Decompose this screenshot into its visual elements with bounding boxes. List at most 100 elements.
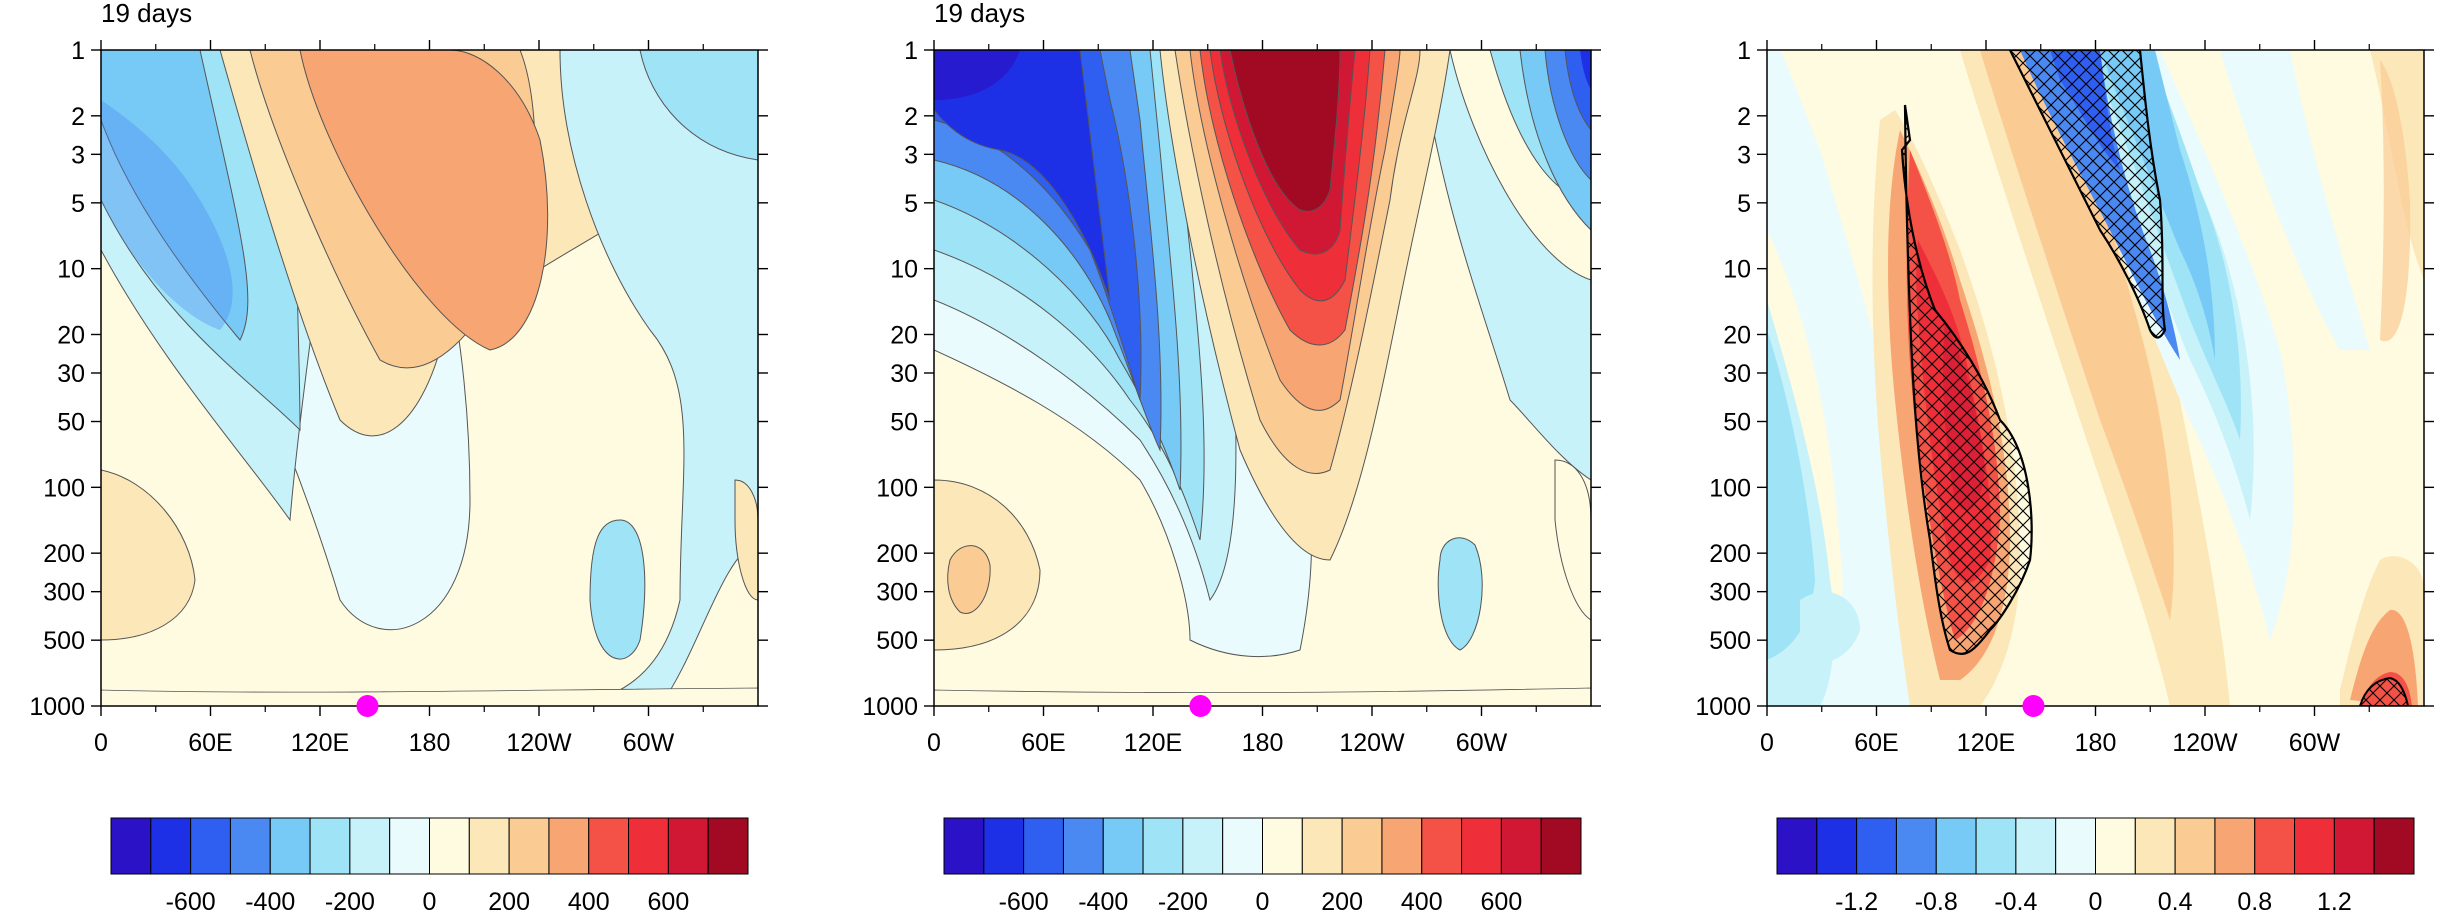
y-tick-label: 50 <box>57 409 85 437</box>
colorbar-swatch <box>1222 817 1263 875</box>
x-tick-label: 120E <box>1957 729 2015 757</box>
y-tick-label: 20 <box>890 321 918 349</box>
colorbar-label: 600 <box>648 888 690 916</box>
contour-field <box>101 50 758 706</box>
colorbar-swatch <box>667 817 709 875</box>
colorbar-swatch <box>508 817 550 875</box>
x-tick-label: 0 <box>1760 729 1774 757</box>
colorbar-label: -600 <box>999 888 1049 916</box>
colorbar-swatch <box>190 817 231 875</box>
x-tick-label: 60W <box>2289 729 2341 757</box>
y-tick-label: 10 <box>57 256 85 284</box>
y-axis: 1 2 3 5 10 20 30 50 100 200 300 500 1000 <box>862 37 1601 721</box>
colorbar-swatch <box>468 817 510 875</box>
colorbar-swatch <box>1816 817 1858 875</box>
y-tick-label: 2 <box>904 103 918 131</box>
y-tick-label: 30 <box>57 360 85 388</box>
colorbar-swatch <box>309 817 351 875</box>
x-tick-label: 60W <box>1456 729 1508 757</box>
colorbar-swatch <box>429 817 470 875</box>
panel-1: 19 days 1 2 3 5 10 20 30 50 100 200 300 500 1000 0 60… <box>29 0 768 916</box>
colorbar-swatch <box>110 817 152 875</box>
location-marker <box>1189 695 1212 717</box>
y-tick-label: 2 <box>1737 103 1751 131</box>
colorbar-label: -0.8 <box>1915 888 1958 916</box>
colorbar: -600 -400 -200 0 200 400 600 <box>110 817 749 916</box>
colorbar-label: 0 <box>423 888 437 916</box>
y-tick-label: 100 <box>43 474 85 502</box>
colorbar-label: -200 <box>325 888 375 916</box>
y-tick-label: 300 <box>876 579 918 607</box>
x-tick-label: 120E <box>291 729 349 757</box>
colorbar-swatch <box>2214 817 2256 875</box>
x-tick-label: 60E <box>188 729 232 757</box>
y-tick-label: 3 <box>71 141 85 169</box>
colorbar-swatch <box>2373 817 2415 875</box>
colorbar-label: 0 <box>1256 888 1270 916</box>
x-tick-label: 180 <box>2075 729 2117 757</box>
y-tick-label: 50 <box>1723 409 1751 437</box>
colorbar-label: 200 <box>1321 888 1363 916</box>
colorbar-swatch <box>1776 817 1818 875</box>
x-tick-label: 180 <box>409 729 451 757</box>
colorbar: -1.2 -0.8 -0.4 0 0.4 0.8 1.2 <box>1776 817 2415 916</box>
colorbar-swatch <box>1975 817 2017 875</box>
y-tick-label: 50 <box>890 409 918 437</box>
y-tick-label: 500 <box>43 627 85 655</box>
significance-hatch <box>1900 104 2033 655</box>
colorbar-swatch <box>2055 817 2096 875</box>
x-tick-label: 60E <box>1021 729 1065 757</box>
colorbar-label: -1.2 <box>1835 888 1878 916</box>
x-tick-label: 120W <box>506 729 572 757</box>
x-tick-label: 0 <box>94 729 108 757</box>
y-tick-label: 30 <box>890 360 918 388</box>
y-tick-label: 30 <box>1723 360 1751 388</box>
y-tick-label: 5 <box>1737 190 1751 218</box>
location-marker <box>2022 695 2045 717</box>
colorbar-swatch <box>983 817 1025 875</box>
y-axis: 1 2 3 5 10 20 30 50 100 200 300 500 1000 <box>1695 37 2434 721</box>
colorbar-label: 600 <box>1481 888 1523 916</box>
y-tick-label: 1000 <box>1695 693 1751 721</box>
x-axis: 0 60E 120E 180 120W 60W <box>927 40 1537 757</box>
y-tick-label: 5 <box>71 190 85 218</box>
x-tick-label: 60W <box>623 729 675 757</box>
panel-3: 1 2 3 5 10 20 30 50 100 200 300 500 1000 0 60E 120E 180… <box>1695 37 2434 916</box>
panel-2: 19 days <box>862 0 1601 916</box>
colorbar-swatch <box>1461 817 1502 875</box>
y-tick-label: 10 <box>1723 256 1751 284</box>
y-tick-label: 2 <box>71 103 85 131</box>
y-tick-label: 1000 <box>29 693 85 721</box>
colorbar-swatch <box>1895 817 1937 875</box>
y-tick-label: 200 <box>876 540 918 568</box>
colorbar-label: -0.4 <box>1994 888 2037 916</box>
colorbar-label: 0 <box>2089 888 2103 916</box>
colorbar-label: 1.2 <box>2317 888 2352 916</box>
y-tick-label: 300 <box>43 579 85 607</box>
colorbar-swatch <box>943 817 985 875</box>
colorbar-label: 0.4 <box>2158 888 2193 916</box>
colorbar-swatch <box>269 817 311 875</box>
colorbar-label: 400 <box>568 888 610 916</box>
x-tick-label: 120E <box>1124 729 1182 757</box>
y-tick-label: 200 <box>1709 540 1751 568</box>
y-tick-label: 3 <box>904 141 918 169</box>
y-tick-label: 1 <box>71 37 85 65</box>
panel-title: 19 days <box>101 0 192 28</box>
colorbar-swatch <box>548 817 590 875</box>
colorbar-swatch <box>1540 817 1582 875</box>
panel-title: 19 days <box>934 0 1025 28</box>
y-tick-label: 20 <box>1723 321 1751 349</box>
x-tick-label: 60E <box>1854 729 1898 757</box>
colorbar-swatch <box>349 817 391 875</box>
y-axis: 1 2 3 5 10 20 30 50 100 200 300 500 1000 <box>29 37 768 721</box>
colorbar: -600 -400 -200 0 200 400 600 <box>943 817 1582 916</box>
y-tick-label: 500 <box>1709 627 1751 655</box>
y-tick-label: 500 <box>876 627 918 655</box>
colorbar-swatch <box>1301 817 1343 875</box>
y-tick-label: 300 <box>1709 579 1751 607</box>
x-tick-label: 180 <box>1242 729 1284 757</box>
y-tick-label: 20 <box>57 321 85 349</box>
significance-hatch <box>2358 676 2410 706</box>
